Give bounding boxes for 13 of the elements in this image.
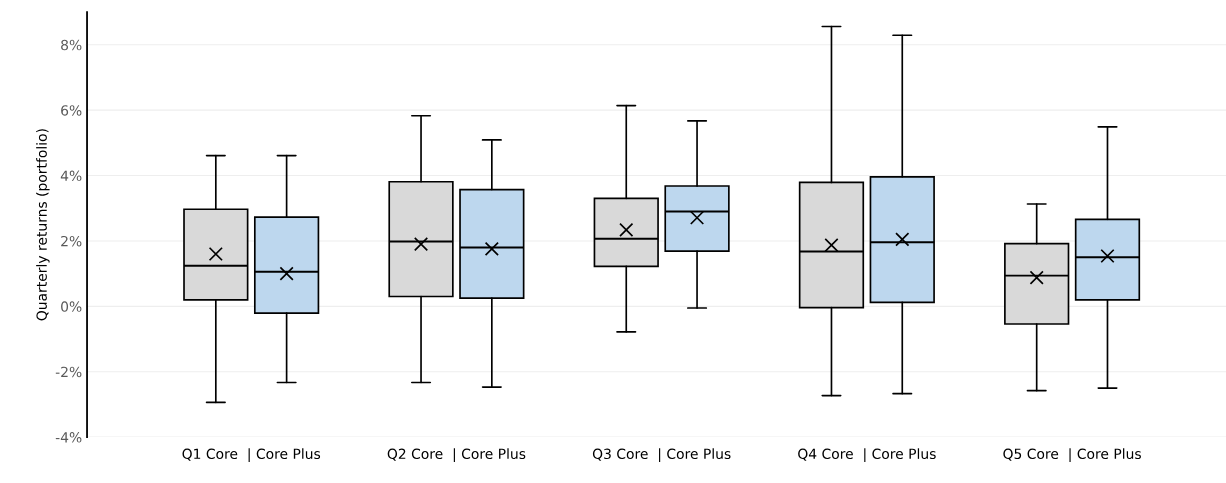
- x-tick-label: Q5 Core | Core Plus: [1003, 448, 1141, 463]
- x-tick-label: Q1 Core | Core Plus: [182, 448, 321, 463]
- y-tick-label: 0%: [61, 301, 82, 312]
- y-tick-label: -2%: [55, 366, 82, 378]
- x-tick-label: Q3 Core | Core Plus: [592, 448, 731, 463]
- x-tick-label: Q4 Core | Core Plus: [798, 448, 936, 463]
- y-tick-label: 4%: [60, 170, 82, 182]
- x-tick-label: Q2 Core | Core Plus: [387, 448, 526, 463]
- y-axis-title: Quarterly returns (portfolio): [36, 129, 50, 321]
- y-tick-label: -4%: [55, 432, 82, 443]
- y-tick-label: 6%: [61, 105, 82, 116]
- y-tick-label: 2%: [61, 235, 82, 247]
- y-tick-label: 8%: [61, 39, 82, 51]
